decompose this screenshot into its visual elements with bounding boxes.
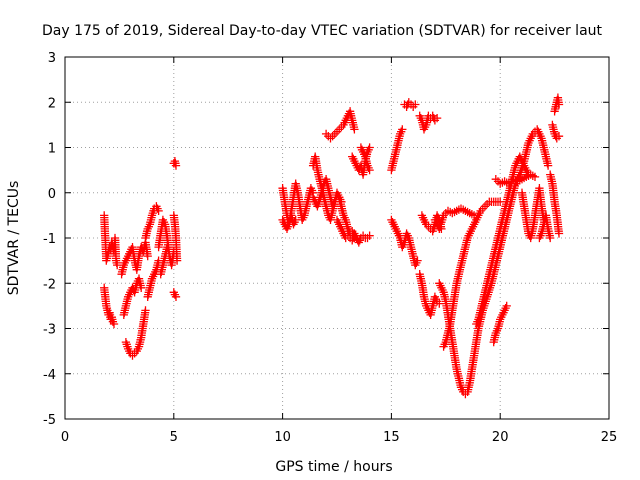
y-tick-label: -4 — [43, 368, 56, 383]
data-point-group — [489, 301, 511, 347]
y-tick-label: -5 — [43, 413, 56, 428]
data-point-group — [100, 211, 122, 270]
data-point-group — [387, 125, 407, 175]
x-axis-label: GPS time / hours — [275, 459, 392, 475]
y-tick-label: -1 — [43, 232, 56, 247]
data-point-group — [169, 288, 181, 301]
axis-ticks: 0 5 10 15 20 25 -5 -4 -3 -2 -1 0 1 2 3 — [43, 51, 617, 445]
data-point-group — [143, 256, 163, 301]
data-point-group — [308, 175, 346, 211]
data-point-group — [550, 93, 564, 116]
data-point-group — [169, 211, 182, 265]
data-point-group — [321, 107, 359, 143]
chart-title: Day 175 of 2019, Sidereal Day-to-day VTE… — [42, 23, 603, 39]
y-tick-label: 3 — [48, 51, 56, 66]
data-point-group — [491, 170, 540, 188]
data-point-group — [278, 211, 300, 234]
data-point-group — [415, 270, 444, 320]
data-point-group — [156, 242, 172, 279]
data-point-group — [400, 98, 420, 111]
data-point-group — [141, 202, 163, 243]
x-tick-label: 25 — [601, 430, 618, 445]
data-point-group — [119, 274, 146, 320]
y-tick-label: 2 — [48, 96, 56, 111]
data-point-group — [335, 193, 359, 243]
y-axis-label: SDTVAR / TECUs — [6, 181, 22, 296]
x-tick-label: 0 — [61, 430, 69, 445]
data-point-group — [439, 197, 505, 351]
data-point-group — [548, 120, 564, 143]
data-point-group — [517, 184, 548, 243]
data-point-group — [117, 238, 152, 279]
data-points — [100, 93, 564, 399]
x-tick-label: 10 — [274, 430, 291, 445]
data-point-group — [535, 211, 555, 243]
x-tick-label: 20 — [492, 430, 509, 445]
data-point-group — [415, 111, 442, 134]
x-tick-label: 15 — [383, 430, 400, 445]
x-tick-label: 5 — [170, 430, 178, 445]
data-point-group — [356, 143, 374, 175]
data-point-group — [100, 283, 119, 329]
y-tick-label: 1 — [48, 142, 56, 157]
data-point-group — [169, 156, 181, 170]
data-point-group — [430, 204, 479, 234]
y-tick-label: -3 — [43, 323, 56, 338]
data-point-group — [546, 170, 564, 238]
data-point-group — [387, 215, 422, 270]
y-tick-label: -2 — [43, 277, 56, 292]
y-tick-label: 0 — [48, 187, 56, 202]
data-point-group — [121, 306, 150, 360]
